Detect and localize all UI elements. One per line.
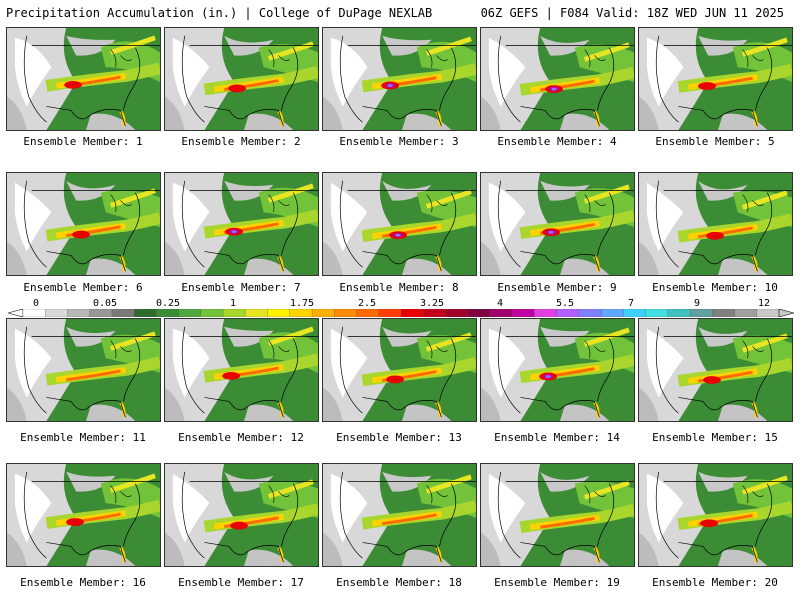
colorbar-tick-label: 1.75	[289, 298, 315, 309]
ensemble-member-label: Ensemble Member: 10	[652, 281, 778, 294]
colorbar-tick-label: 0.25	[155, 298, 181, 309]
ensemble-member-label: Ensemble Member: 13	[336, 431, 462, 444]
ensemble-member-map	[6, 172, 161, 276]
ensemble-member-map	[6, 463, 161, 567]
ensemble-member-map	[164, 463, 319, 567]
ensemble-member-label: Ensemble Member: 5	[655, 135, 775, 148]
colorbar-tick-label: 0.05	[92, 298, 118, 309]
valid-time-label: 06Z GEFS | F084 Valid: 18Z WED JUN 11 20…	[480, 6, 784, 20]
ensemble-member-label: Ensemble Member: 6	[23, 281, 143, 294]
ensemble-member-label: Ensemble Member: 11	[20, 431, 146, 444]
precipitation-colorbar	[8, 309, 794, 317]
ensemble-member-map	[322, 27, 477, 131]
colorbar-tick-label: 4	[496, 298, 504, 309]
colorbar-tick-label: 5.5	[555, 298, 575, 309]
colorbar-tick-label: 1	[229, 298, 237, 309]
ensemble-member-label: Ensemble Member: 12	[178, 431, 304, 444]
ensemble-member-label: Ensemble Member: 9	[497, 281, 617, 294]
ensemble-member-map	[164, 172, 319, 276]
ensemble-member-label: Ensemble Member: 18	[336, 576, 462, 589]
colorbar-tick-label: 9	[693, 298, 701, 309]
ensemble-member-label: Ensemble Member: 14	[494, 431, 620, 444]
ensemble-member-map	[480, 172, 635, 276]
ensemble-member-map	[638, 172, 793, 276]
ensemble-member-map	[6, 27, 161, 131]
ensemble-member-label: Ensemble Member: 7	[181, 281, 301, 294]
ensemble-member-label: Ensemble Member: 2	[181, 135, 301, 148]
ensemble-member-map	[6, 318, 161, 422]
ensemble-member-map	[322, 463, 477, 567]
ensemble-member-label: Ensemble Member: 16	[20, 576, 146, 589]
ensemble-member-map	[322, 318, 477, 422]
colorbar-tick-label: 12	[757, 298, 771, 309]
ensemble-member-label: Ensemble Member: 1	[23, 135, 143, 148]
ensemble-member-map	[480, 27, 635, 131]
colorbar-tick-label: 7	[627, 298, 635, 309]
ensemble-member-label: Ensemble Member: 20	[652, 576, 778, 589]
ensemble-member-map	[164, 318, 319, 422]
ensemble-member-label: Ensemble Member: 8	[339, 281, 459, 294]
ensemble-member-map	[164, 27, 319, 131]
ensemble-member-map	[480, 463, 635, 567]
ensemble-member-map	[638, 463, 793, 567]
colorbar-tick-label: 0	[32, 298, 40, 309]
ensemble-member-label: Ensemble Member: 15	[652, 431, 778, 444]
ensemble-member-map	[638, 318, 793, 422]
ensemble-member-label: Ensemble Member: 3	[339, 135, 459, 148]
ensemble-member-map	[638, 27, 793, 131]
ensemble-member-label: Ensemble Member: 17	[178, 576, 304, 589]
ensemble-member-map	[480, 318, 635, 422]
colorbar-tick-label: 2.5	[357, 298, 377, 309]
colorbar-tick-label: 3.25	[419, 298, 445, 309]
ensemble-member-label: Ensemble Member: 4	[497, 135, 617, 148]
ensemble-member-map	[322, 172, 477, 276]
ensemble-member-label: Ensemble Member: 19	[494, 576, 620, 589]
chart-title: Precipitation Accumulation (in.) | Colle…	[6, 6, 433, 20]
